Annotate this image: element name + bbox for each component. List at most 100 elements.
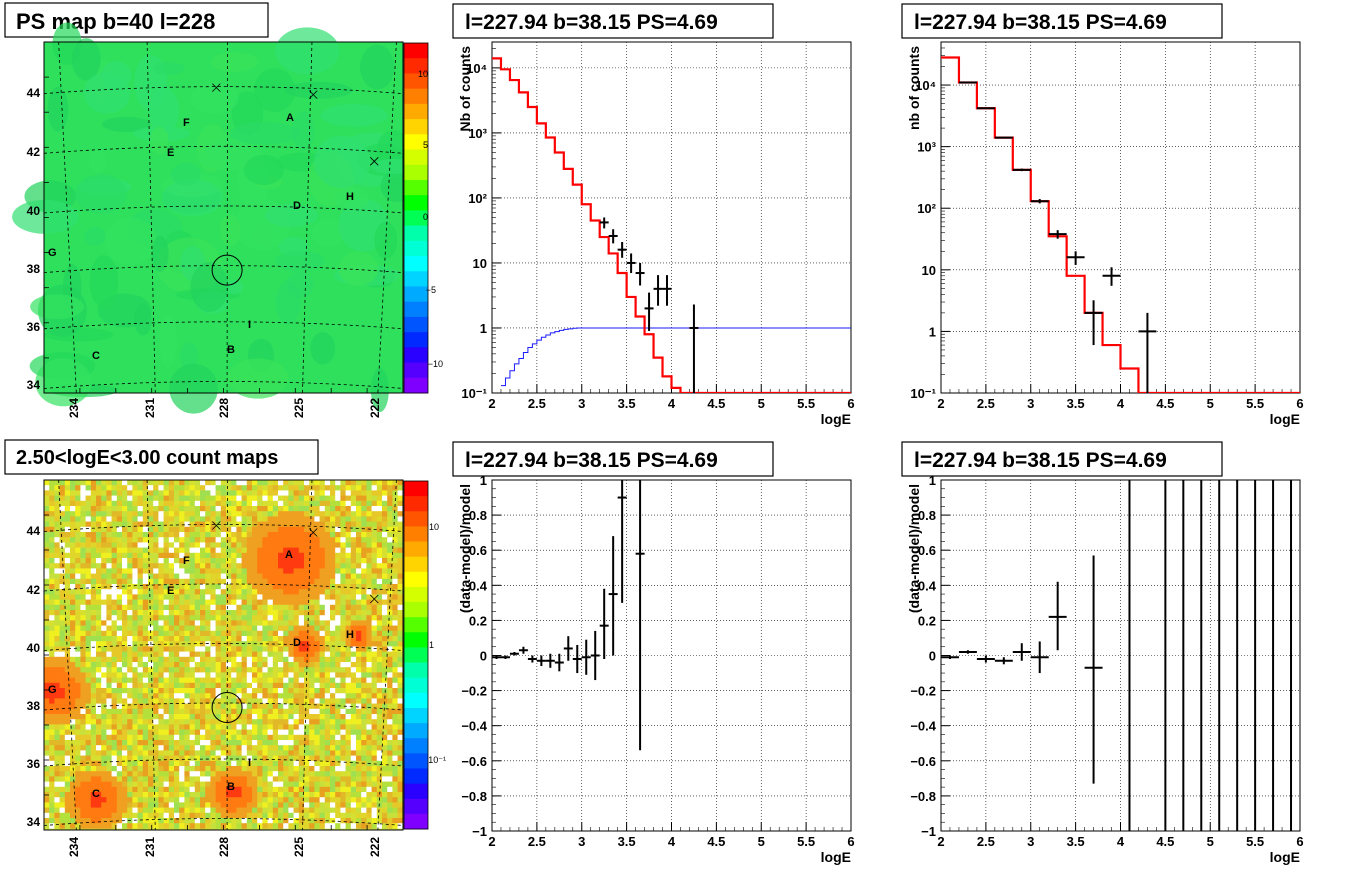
count-pixel xyxy=(398,542,404,548)
count-pixel xyxy=(101,808,107,814)
count-pixel xyxy=(392,802,398,808)
count-pixel xyxy=(174,724,180,730)
count-pixel xyxy=(96,756,102,762)
count-pixel xyxy=(351,698,357,704)
count-pixel xyxy=(335,558,341,564)
count-pixel xyxy=(226,568,232,574)
count-pixel xyxy=(179,527,185,533)
count-pixel xyxy=(283,698,289,704)
count-pixel xyxy=(221,542,227,548)
count-pixel xyxy=(138,527,144,533)
colorbar-tick-label: 10⁻¹ xyxy=(428,755,446,765)
count-pixel xyxy=(169,719,175,725)
count-pixel xyxy=(221,766,227,772)
count-pixel xyxy=(112,568,118,574)
count-pixel xyxy=(91,605,97,611)
count-pixel xyxy=(70,631,76,637)
y-tick-label: 38 xyxy=(27,262,41,276)
count-pixel xyxy=(314,584,320,590)
count-pixel xyxy=(205,532,211,538)
count-pixel xyxy=(190,558,196,564)
count-pixel xyxy=(278,808,284,814)
count-pixel xyxy=(330,802,336,808)
count-pixel xyxy=(221,485,227,491)
count-pixel xyxy=(117,496,123,502)
count-pixel xyxy=(91,626,97,632)
count-pixel xyxy=(60,672,66,678)
count-pixel xyxy=(112,605,118,611)
count-pixel xyxy=(70,693,76,699)
count-pixel xyxy=(377,574,383,580)
count-pixel xyxy=(320,542,326,548)
count-pixel xyxy=(174,693,180,699)
count-pixel xyxy=(314,636,320,642)
count-pixel xyxy=(54,626,60,632)
count-pixel xyxy=(335,480,341,486)
count-pixel xyxy=(132,485,138,491)
count-pixel xyxy=(164,709,170,715)
count-pixel xyxy=(294,662,300,668)
count-pixel xyxy=(195,490,201,496)
count-pixel xyxy=(184,802,190,808)
count-pixel xyxy=(392,766,398,772)
count-pixel xyxy=(252,594,258,600)
count-pixel xyxy=(242,745,248,751)
count-pixel xyxy=(236,761,242,767)
count-pixel xyxy=(377,490,383,496)
count-pixel xyxy=(330,766,336,772)
count-pixel xyxy=(158,766,164,772)
count-pixel xyxy=(372,652,378,658)
count-pixel xyxy=(236,594,242,600)
count-pixel xyxy=(320,579,326,585)
count-pixel xyxy=(398,558,404,564)
count-pixel xyxy=(148,771,154,777)
count-pixel xyxy=(278,558,284,564)
count-pixel xyxy=(226,610,232,616)
count-pixel xyxy=(221,490,227,496)
count-pixel xyxy=(216,542,222,548)
count-pixel xyxy=(236,600,242,606)
count-pixel xyxy=(314,808,320,814)
count-pixel xyxy=(320,776,326,782)
count-pixel xyxy=(231,662,237,668)
count-pixel xyxy=(200,490,206,496)
count-pixel xyxy=(392,818,398,824)
count-pixel xyxy=(268,724,274,730)
count-pixel xyxy=(164,776,170,782)
count-pixel xyxy=(299,688,305,694)
count-pixel xyxy=(138,657,144,663)
count-pixel xyxy=(231,501,237,507)
count-pixel xyxy=(221,750,227,756)
count-pixel xyxy=(361,667,367,673)
count-pixel xyxy=(346,787,352,793)
count-pixel xyxy=(392,563,398,569)
count-pixel xyxy=(216,594,222,600)
count-pixel xyxy=(54,579,60,585)
count-pixel xyxy=(106,823,112,829)
count-pixel xyxy=(236,641,242,647)
count-pixel xyxy=(44,662,50,668)
count-pixel xyxy=(70,522,76,528)
count-pixel xyxy=(184,605,190,611)
count-pixel xyxy=(174,792,180,798)
count-pixel xyxy=(127,584,133,590)
count-pixel xyxy=(143,730,149,736)
count-pixel xyxy=(382,615,388,621)
count-pixel xyxy=(190,636,196,642)
count-pixel xyxy=(190,511,196,517)
count-pixel xyxy=(366,480,372,486)
count-pixel xyxy=(314,631,320,637)
count-pixel xyxy=(320,688,326,694)
count-pixel xyxy=(351,662,357,668)
count-pixel xyxy=(112,823,118,829)
count-pixel xyxy=(44,589,50,595)
count-pixel xyxy=(164,496,170,502)
count-pixel xyxy=(278,761,284,767)
count-pixel xyxy=(96,516,102,522)
count-pixel xyxy=(236,636,242,642)
count-pixel xyxy=(216,589,222,595)
count-pixel xyxy=(195,646,201,652)
count-pixel xyxy=(314,797,320,803)
count-pixel xyxy=(314,641,320,647)
count-pixel xyxy=(112,615,118,621)
